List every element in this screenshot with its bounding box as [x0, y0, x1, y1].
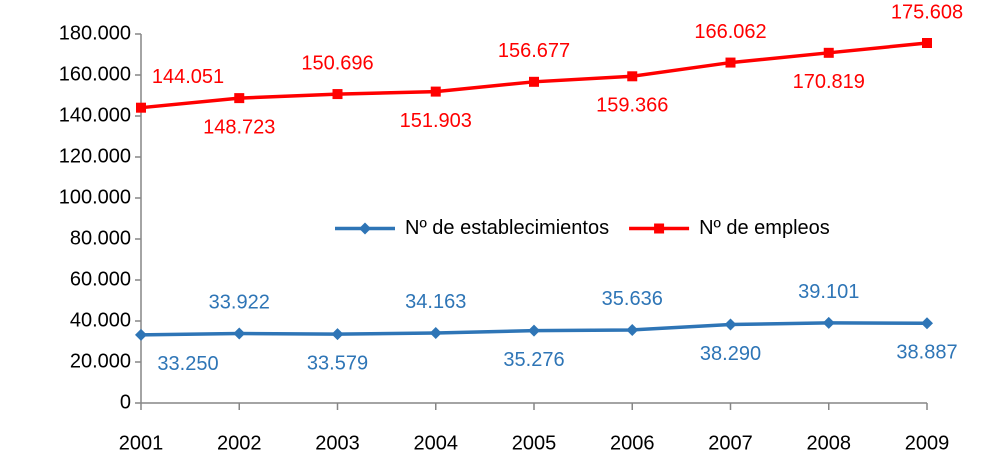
legend-label: Nº de empleos: [699, 217, 830, 239]
x-tick-label: 2004: [414, 432, 459, 454]
marker: [725, 57, 736, 68]
legend-marker: [654, 223, 665, 234]
data-label: 166.062: [694, 21, 766, 43]
data-label: 38.887: [896, 342, 957, 364]
marker: [529, 76, 539, 87]
data-label: 159.366: [596, 95, 668, 117]
data-label: 175.608: [891, 1, 963, 23]
y-tick-label: 100.000: [59, 186, 131, 208]
marker: [922, 38, 932, 49]
data-label: 151.903: [400, 110, 472, 132]
data-label: 148.723: [203, 116, 275, 138]
x-tick-label: 2008: [807, 432, 852, 454]
marker: [430, 86, 441, 97]
x-tick-label: 2002: [217, 432, 262, 454]
data-label: 170.819: [793, 71, 865, 93]
data-label: 33.250: [157, 353, 218, 375]
data-label: 144.051: [152, 66, 224, 88]
marker: [234, 93, 245, 104]
marker: [233, 327, 246, 340]
marker: [822, 316, 835, 329]
marker: [627, 71, 638, 82]
marker: [823, 47, 834, 58]
legend-label: Nº de establecimientos: [405, 217, 609, 239]
marker: [331, 328, 344, 341]
data-label: 33.579: [307, 352, 368, 374]
marker: [921, 317, 933, 330]
x-tick-label: 2005: [512, 432, 557, 454]
x-tick-label: 2007: [708, 432, 753, 454]
data-label: 150.696: [301, 52, 373, 74]
data-label: 156.677: [498, 40, 570, 62]
data-label: 34.163: [405, 291, 466, 313]
y-tick-label: 80.000: [70, 227, 131, 249]
marker: [528, 324, 540, 337]
y-tick-label: 20.000: [70, 350, 131, 372]
x-tick-label: 2006: [610, 432, 655, 454]
data-label: 33.922: [209, 292, 270, 314]
data-label: 35.276: [503, 349, 564, 371]
data-label: 35.636: [602, 288, 663, 310]
marker: [429, 326, 442, 339]
x-tick-label: 2009: [905, 432, 950, 454]
x-tick-label: 2003: [315, 432, 360, 454]
marker: [136, 102, 146, 113]
data-label: 38.290: [700, 343, 761, 365]
legend-marker: [359, 222, 371, 235]
data-label: 39.101: [798, 281, 859, 303]
y-tick-label: 160.000: [59, 63, 131, 85]
y-tick-label: 60.000: [70, 268, 131, 290]
y-tick-label: 180.000: [59, 22, 131, 44]
y-tick-label: 40.000: [70, 309, 131, 331]
y-tick-label: 0: [120, 391, 131, 413]
marker: [135, 328, 147, 341]
y-tick-label: 120.000: [59, 145, 131, 167]
marker: [724, 318, 737, 331]
y-tick-label: 140.000: [59, 104, 131, 126]
marker: [626, 323, 639, 336]
x-tick-label: 2001: [119, 432, 164, 454]
marker: [332, 89, 343, 100]
